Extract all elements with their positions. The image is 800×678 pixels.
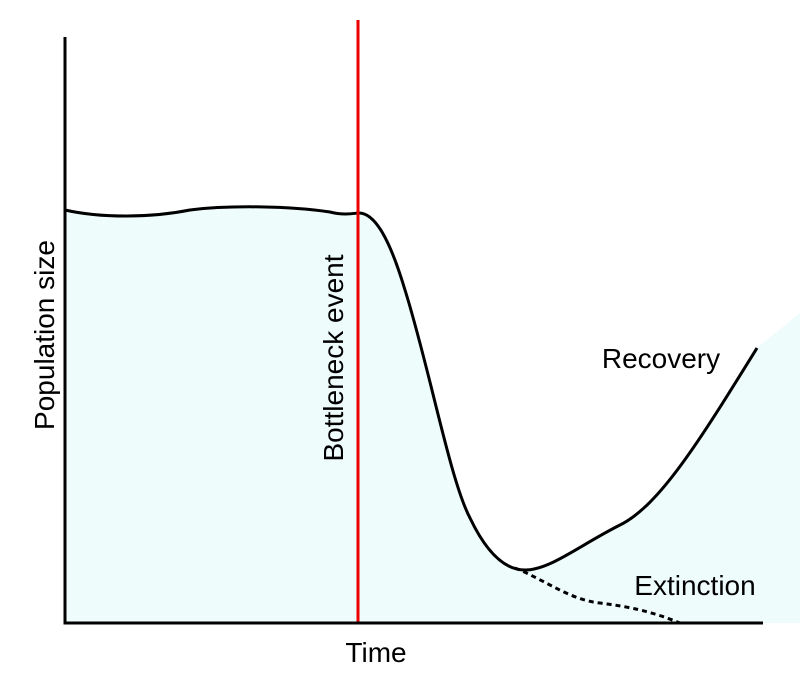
y-axis-label: Population size: [29, 240, 60, 430]
population-area: [65, 206, 800, 623]
extinction-label: Extinction: [634, 570, 755, 601]
event-label: Bottleneck event: [318, 254, 349, 461]
population-curve: [64, 205, 759, 572]
x-axis-label: Time: [345, 637, 406, 668]
extinction-curve: [514, 566, 681, 625]
recovery-label: Recovery: [602, 343, 720, 374]
